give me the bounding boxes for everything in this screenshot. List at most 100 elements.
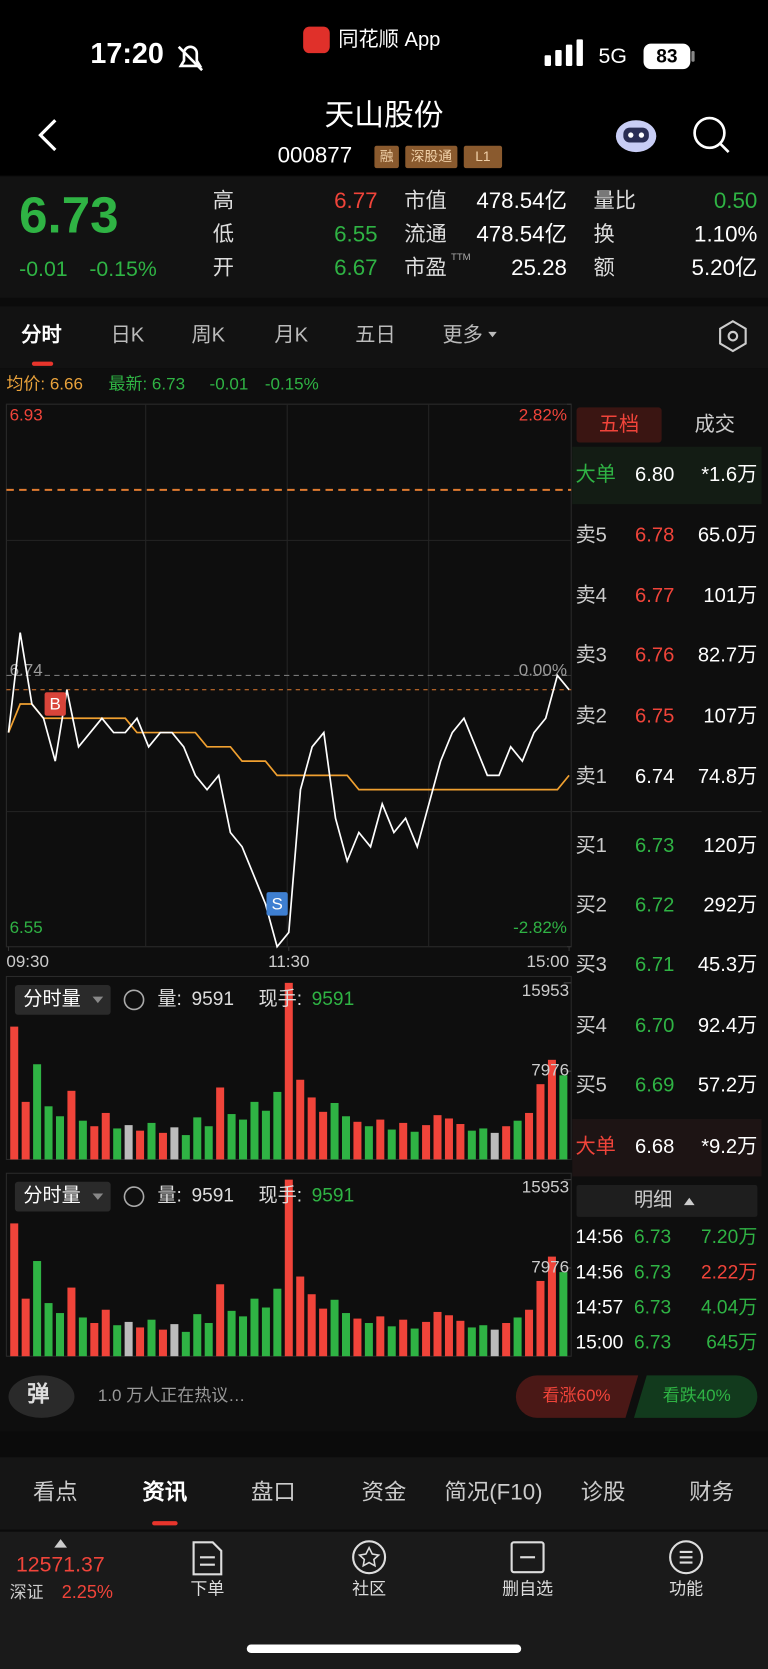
- book-tab[interactable]: 成交: [695, 413, 735, 436]
- volume-bar: [55, 1313, 64, 1357]
- volume-bar: [78, 1317, 87, 1357]
- volume-bar: [536, 1084, 545, 1160]
- change: -0.01: [19, 257, 67, 281]
- book-tab[interactable]: 五档: [599, 413, 639, 436]
- volume-bar: [467, 1130, 476, 1160]
- chart-tab[interactable]: 五日: [355, 324, 395, 346]
- info-tab[interactable]: 看点: [33, 1479, 78, 1504]
- help-icon[interactable]: [123, 989, 145, 1011]
- stat-value: 478.54亿: [476, 188, 567, 213]
- stat-label: 低: [213, 222, 234, 246]
- index-name: 深证: [10, 1583, 44, 1602]
- tool-label[interactable]: 功能: [669, 1580, 703, 1599]
- stat-label: 市盈: [404, 256, 447, 280]
- volume-bar: [330, 1102, 339, 1160]
- index-value: 12571.37: [16, 1552, 105, 1576]
- book-label: 卖2: [575, 704, 606, 727]
- big-order-bg: [572, 446, 762, 505]
- volume-bar: [456, 1124, 465, 1160]
- back-button[interactable]: [38, 119, 57, 152]
- price-line: [7, 632, 570, 949]
- book-label: 买4: [575, 1015, 606, 1037]
- volume-bar: [170, 1324, 179, 1357]
- volume-bar: [547, 1059, 556, 1160]
- book-price: 6.69: [635, 1074, 674, 1096]
- volume-bar: [78, 1120, 87, 1160]
- volume-bar: [21, 1298, 30, 1357]
- panel-label-bg: [14, 984, 111, 1015]
- book-volume: 45.3万: [698, 954, 758, 976]
- trade-price: 6.73: [634, 1333, 671, 1354]
- stat-value: 6.55: [334, 222, 377, 247]
- chart-tab[interactable]: 周K: [191, 324, 225, 346]
- stat-label: 市值: [404, 189, 447, 213]
- info-tab[interactable]: 盘口: [251, 1479, 296, 1504]
- hand-label: 现手:: [258, 1185, 302, 1207]
- volume-bar: [399, 1319, 408, 1357]
- stat-value: 6.77: [334, 188, 377, 213]
- info-tab[interactable]: 资金: [362, 1479, 407, 1504]
- volume-bar: [364, 1323, 373, 1357]
- danmaku-toggle[interactable]: [8, 1375, 75, 1418]
- info-tab[interactable]: 诊股: [581, 1479, 626, 1504]
- volume-bar: [273, 1091, 282, 1160]
- assistant-eye: [638, 132, 645, 138]
- stat-label: 流通: [404, 222, 447, 246]
- order-icon[interactable]: [192, 1541, 223, 1576]
- volume-bar: [250, 1298, 259, 1357]
- volume-bar: [547, 1256, 556, 1357]
- function-icon[interactable]: [669, 1540, 704, 1575]
- volume-label: 量:: [157, 1186, 181, 1207]
- remove-watch-icon[interactable]: [510, 1541, 545, 1574]
- info-tab[interactable]: 简况(F10): [445, 1479, 543, 1504]
- bear-button[interactable]: [633, 1375, 758, 1418]
- battery: [643, 43, 691, 70]
- tool-label[interactable]: 删自选: [502, 1580, 553, 1599]
- volume-bar: [513, 1317, 522, 1357]
- danmaku-badge: 弹: [27, 1381, 49, 1406]
- tool-label[interactable]: 下单: [190, 1580, 224, 1599]
- volume-value: 9591: [191, 1186, 234, 1207]
- book-volume: 120万: [703, 835, 757, 857]
- chart-tab[interactable]: 日K: [111, 324, 145, 346]
- volume-bar: [67, 1287, 76, 1357]
- book-volume: *1.6万: [701, 464, 757, 486]
- search-icon[interactable]: [693, 116, 726, 150]
- trade-volume: 4.04万: [701, 1297, 757, 1318]
- trade-volume: 7.20万: [701, 1227, 757, 1248]
- community-icon[interactable]: [352, 1540, 387, 1575]
- volume-tick-label: 7976: [531, 1061, 569, 1080]
- bull-button[interactable]: [515, 1375, 639, 1418]
- book-label: 买2: [575, 895, 606, 917]
- chart-bg: [0, 368, 768, 1432]
- volume-bar: [261, 1307, 270, 1357]
- panel-label[interactable]: 分时量: [23, 988, 80, 1010]
- book-price: 6.73: [635, 835, 674, 857]
- settings-icon[interactable]: [719, 320, 747, 353]
- status-time: 17:20: [90, 38, 163, 70]
- volume-bar: [136, 1130, 145, 1160]
- book-volume: 57.2万: [698, 1074, 758, 1096]
- mute-icon: [177, 45, 204, 72]
- search-handle: [719, 142, 730, 154]
- chart-tab[interactable]: 分时: [21, 323, 61, 346]
- chart-tab[interactable]: 月K: [274, 324, 308, 346]
- info-tab[interactable]: 财务: [689, 1479, 734, 1504]
- volume-bar: [10, 1026, 19, 1160]
- y2-tick-label: 2.82%: [519, 405, 567, 424]
- trade-time: 14:56: [575, 1227, 623, 1248]
- volume-bar: [479, 1325, 488, 1357]
- chart-tab[interactable]: 更多: [442, 323, 482, 346]
- volume-bar: [444, 1118, 453, 1160]
- panel-label[interactable]: 分时量: [23, 1185, 80, 1207]
- y-tick-label: 6.55: [10, 918, 43, 937]
- volume-bar: [387, 1129, 396, 1160]
- volume-bar: [296, 1079, 305, 1160]
- change-pct: -0.15%: [89, 257, 156, 281]
- volume-bar: [490, 1132, 499, 1160]
- volume-bar: [410, 1131, 419, 1160]
- tool-label[interactable]: 社区: [352, 1580, 386, 1599]
- detail-label[interactable]: 明细: [634, 1189, 672, 1211]
- info-tab[interactable]: 资讯: [143, 1479, 188, 1504]
- help-icon[interactable]: [123, 1186, 145, 1208]
